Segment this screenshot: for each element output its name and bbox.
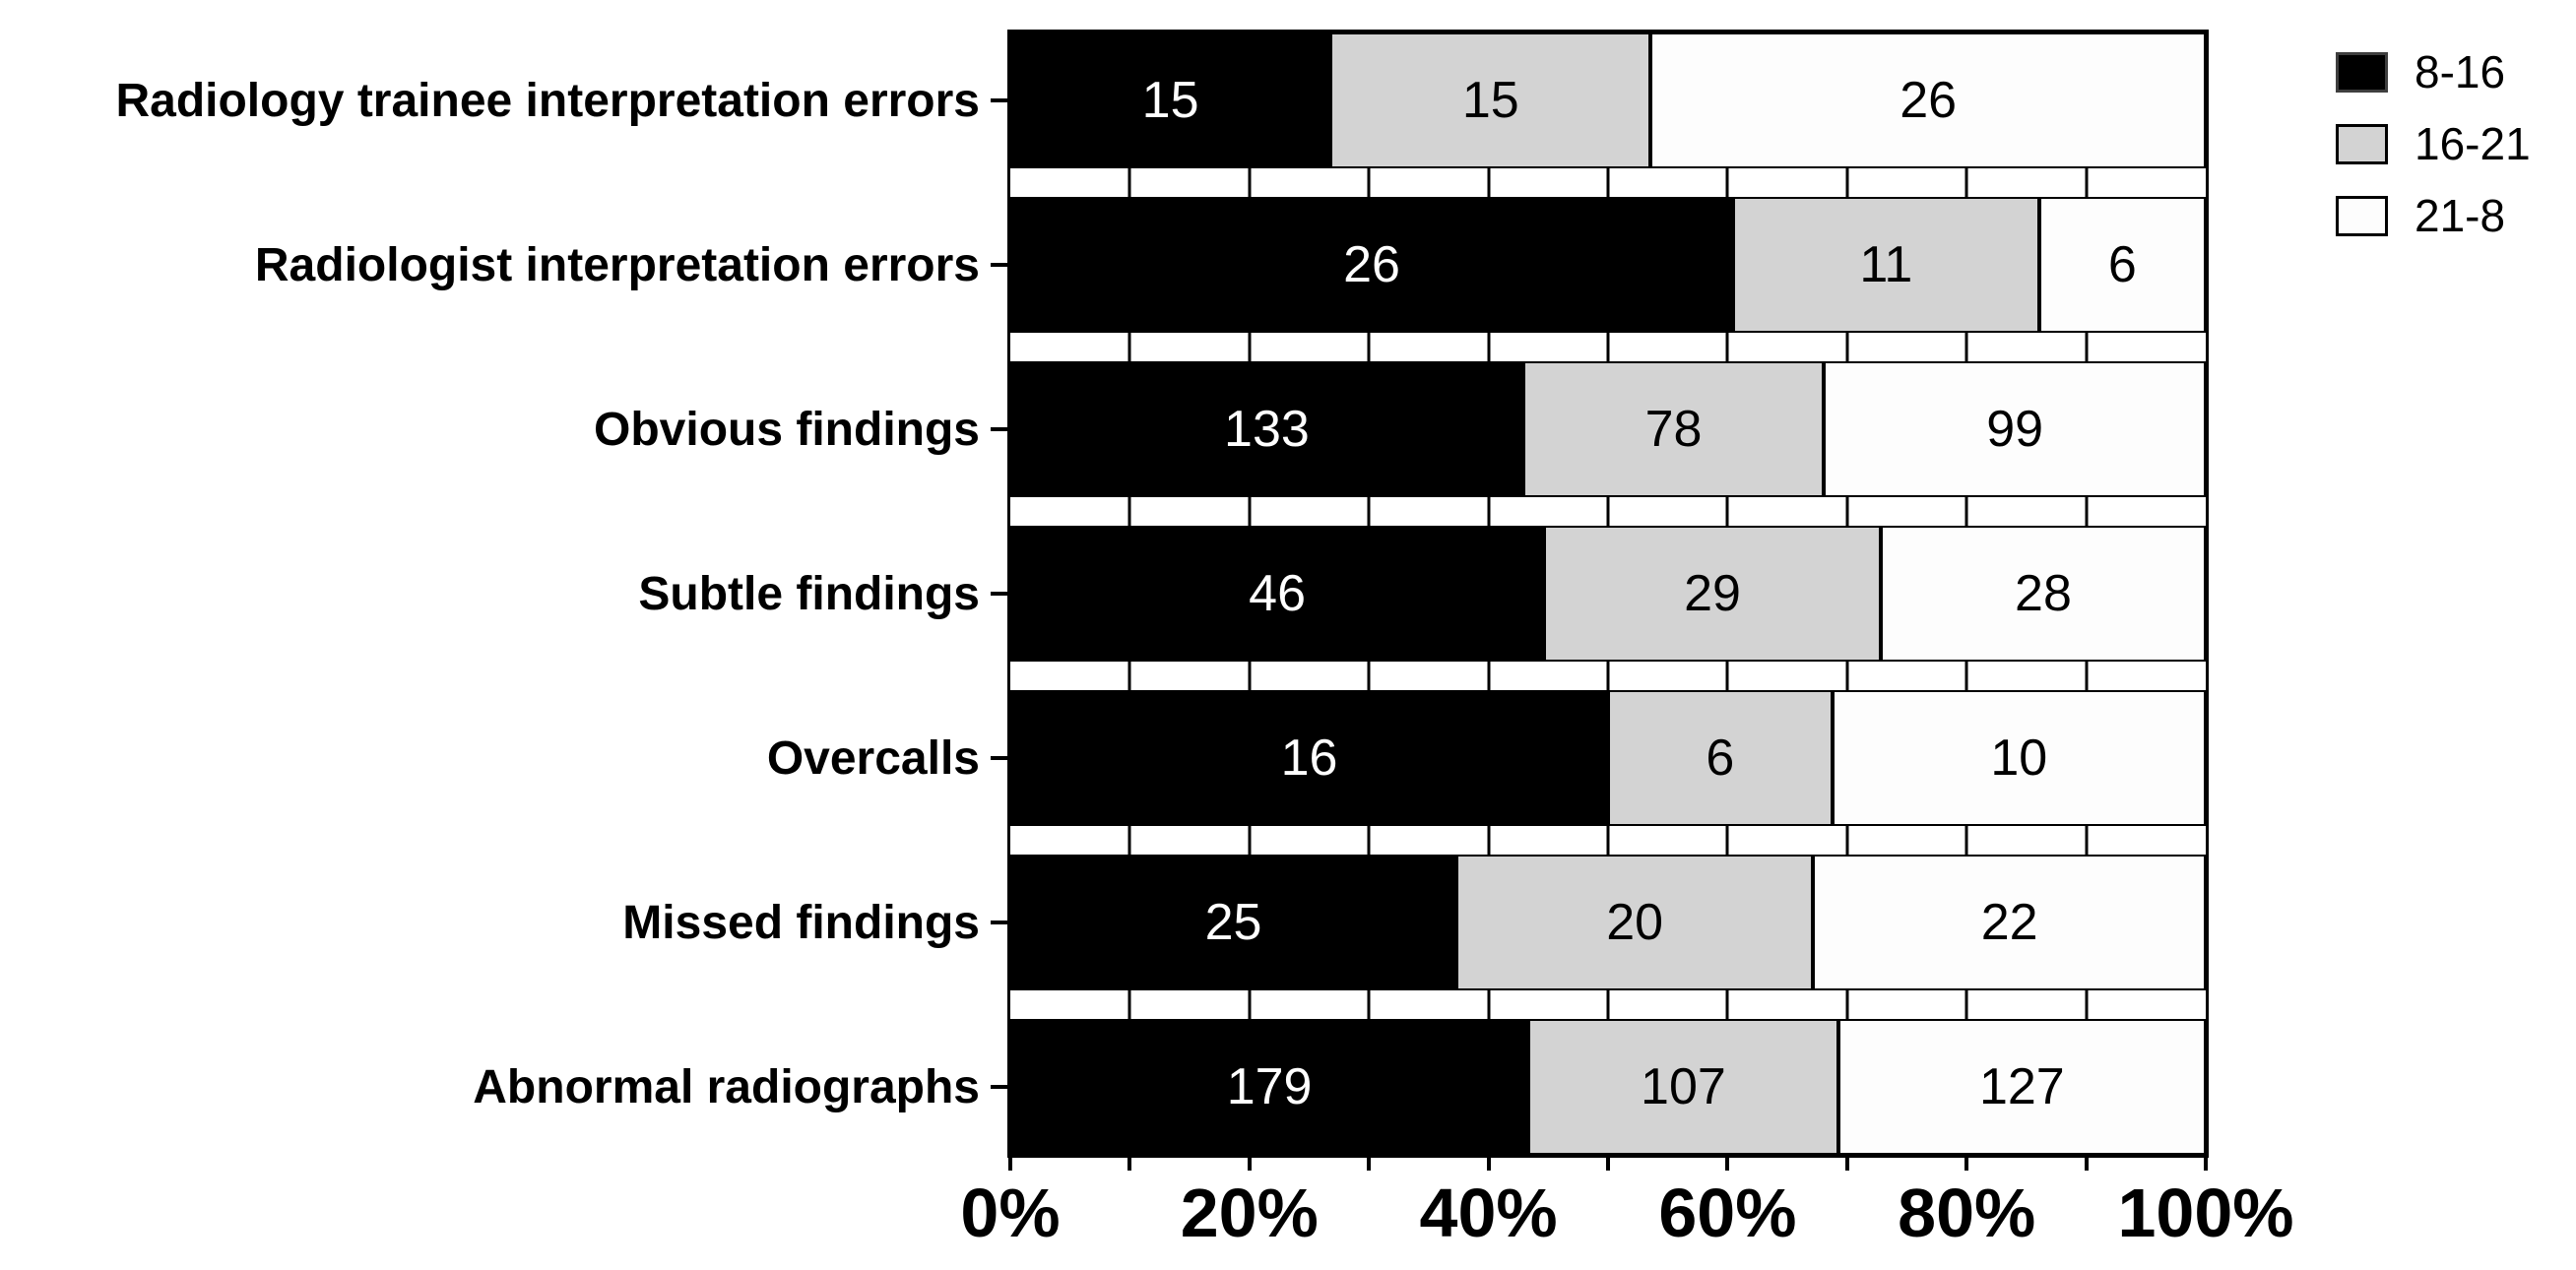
x-axis-tick-70 [1844,1158,1849,1171]
legend-entry: 21-8 [2336,189,2531,242]
bar-row: 46 29 28 [1010,526,2206,662]
x-axis-tick-100 [2204,1158,2208,1171]
y-axis-tick [991,1085,1007,1089]
y-axis-tick [991,427,1007,431]
legend-label: 16-21 [2415,118,2531,169]
bar-segment: 46 [1010,526,1545,662]
legend-label: 8-16 [2415,46,2506,97]
legend-entry: 8-16 [2336,45,2531,98]
x-axis-label: 60% [1658,1175,1797,1251]
bar-segment: 25 [1010,855,1456,990]
bar-segment: 99 [1824,361,2206,497]
bar-row: 179 107 127 [1010,1019,2206,1155]
y-axis-tick [991,592,1007,596]
bar-segment: 10 [1832,690,2206,826]
bar-segment: 15 [1330,32,1651,168]
x-axis-label: 100% [2117,1175,2294,1251]
legend-entry: 16-21 [2336,117,2531,170]
y-axis-tick [991,921,1007,924]
category-row: Radiology trainee interpretation errors [0,32,1007,168]
bar-segment: 179 [1010,1019,1529,1155]
category-row: Subtle findings [0,526,1007,662]
y-axis-category-labels: Radiology trainee interpretation errors … [0,32,1007,1155]
x-axis-tick-0 [1008,1158,1012,1171]
bar-segment: 15 [1010,32,1331,168]
x-axis-label: 40% [1419,1175,1558,1251]
x-axis-labels: 0% 20% 40% 60% 80% 100% [960,1174,2293,1262]
y-axis-tick [991,263,1007,267]
category-row: Radiologist interpretation errors [0,197,1007,333]
category-row: Missed findings [0,855,1007,990]
x-axis-tick-10 [1127,1158,1132,1171]
bar-row: 133 78 99 [1010,361,2206,497]
bar-segment: 6 [1608,690,1833,826]
x-axis-label: 20% [1180,1175,1319,1251]
y-axis-tick [991,98,1007,102]
legend-label: 21-8 [2415,190,2506,241]
category-label: Missed findings [622,896,980,949]
bar-segment: 26 [1650,32,2206,168]
bar-segment: 22 [1813,855,2206,990]
bar-row: 26 11 6 [1010,197,2206,333]
x-axis-tick-30 [1367,1158,1372,1171]
bar-segment: 127 [1837,1019,2206,1155]
category-label: Abnormal radiographs [473,1060,980,1113]
legend-swatch-white [2336,195,2388,236]
category-label: Radiology trainee interpretation errors [115,74,980,127]
legend: 8-16 16-21 21-8 [2336,45,2531,242]
bar-row: 16 6 10 [1010,690,2206,826]
category-label: Overcalls [766,731,980,785]
bar-segment: 6 [2038,197,2206,333]
bar-segment: 107 [1528,1019,1838,1155]
bar-segment: 29 [1544,526,1881,662]
x-axis-label: 80% [1898,1175,2036,1251]
x-axis-tick-80 [1964,1158,1969,1171]
category-row: Overcalls [0,690,1007,826]
legend-swatch-gray [2336,123,2388,164]
bar-row: 15 15 26 [1010,32,2206,168]
bar-row: 25 20 22 [1010,855,2206,990]
legend-swatch-black [2336,51,2388,93]
x-axis-ticks [1008,1158,2208,1172]
category-row: Obvious findings [0,361,1007,497]
category-row: Abnormal radiographs [0,1019,1007,1155]
x-axis-tick-90 [2084,1158,2089,1171]
x-axis-label: 0% [960,1175,1061,1251]
category-label: Subtle findings [638,567,980,620]
bar-segment: 16 [1010,690,1608,826]
bar-segment: 78 [1522,361,1825,497]
bars: 15 15 26 26 11 6 133 78 99 46 29 28 16 6… [1010,32,2206,1155]
x-axis-tick-60 [1725,1158,1730,1171]
plot-area: 15 15 26 26 11 6 133 78 99 46 29 28 16 6… [1007,30,2209,1158]
bar-segment: 20 [1455,855,1814,990]
bar-segment: 133 [1010,361,1523,497]
x-axis-tick-40 [1486,1158,1491,1171]
category-label: Obvious findings [594,403,980,456]
bar-segment: 26 [1010,197,1734,333]
x-axis-tick-50 [1606,1158,1610,1171]
y-axis-tick [991,756,1007,760]
category-label: Radiologist interpretation errors [254,238,980,291]
bar-segment: 28 [1880,526,2206,662]
bar-segment: 11 [1733,197,2039,333]
x-axis-tick-20 [1247,1158,1252,1171]
